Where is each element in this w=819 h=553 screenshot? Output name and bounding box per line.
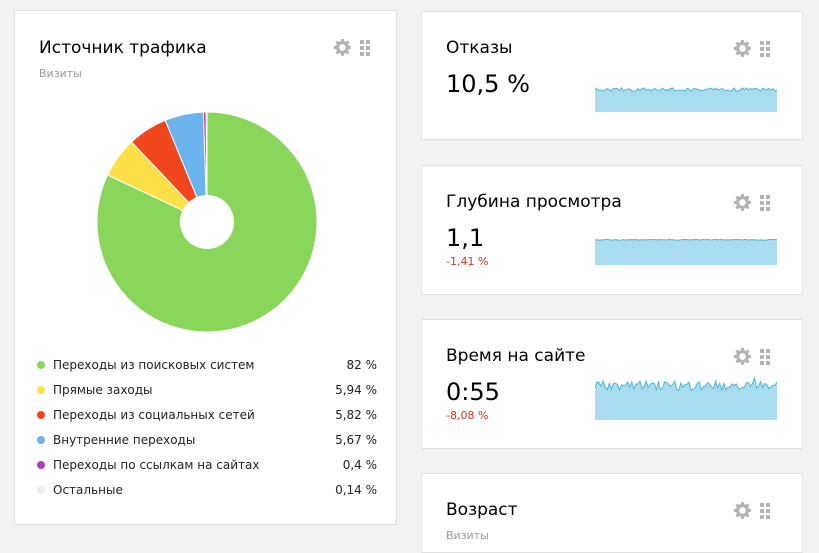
widget-title: Источник трафика (39, 38, 207, 58)
gear-icon[interactable] (733, 501, 752, 520)
legend-label: Прямые заходы (53, 382, 153, 397)
widget-tools (733, 193, 770, 212)
widget-subtitle: Визиты (446, 529, 489, 542)
sparkline-line (595, 86, 777, 92)
legend-value: 5,82 % (335, 407, 377, 422)
legend-value: 0,14 % (335, 482, 377, 497)
legend-label: Внутренние переходы (53, 432, 196, 447)
gear-icon[interactable] (733, 39, 752, 58)
widget-tools (733, 501, 770, 520)
metric-value: 1,1 (446, 224, 485, 252)
legend-label: Остальные (53, 482, 123, 497)
sparkline-area (595, 377, 777, 420)
widget-tools (733, 39, 770, 58)
bounce-rate-widget: Отказы 10,5 % (421, 11, 803, 140)
widget-tools (733, 347, 770, 366)
legend-dot (37, 385, 45, 394)
metric-value: 10,5 % (446, 70, 530, 98)
drag-handle-icon[interactable] (360, 39, 370, 56)
legend-label: Переходы из поисковых систем (53, 357, 255, 372)
legend-item[interactable]: Внутренние переходы 5,67 % (37, 427, 377, 452)
metric-delta: -8,08 % (446, 409, 489, 422)
legend-item[interactable]: Переходы из поисковых систем 82 % (37, 352, 377, 377)
sparkline-line (595, 377, 777, 392)
widget-subtitle: Визиты (39, 67, 82, 80)
legend-item[interactable]: Прямые заходы 5,94 % (37, 377, 377, 402)
legend-value: 0,4 % (342, 457, 377, 472)
widget-tools (333, 38, 370, 57)
widget-title: Время на сайте (446, 346, 586, 366)
sparkline (595, 377, 777, 420)
drag-handle-icon[interactable] (760, 348, 770, 365)
gear-icon[interactable] (333, 38, 352, 57)
drag-handle-icon[interactable] (760, 40, 770, 57)
legend-value: 5,67 % (335, 432, 377, 447)
legend-item[interactable]: Переходы по ссылкам на сайтах 0,4 % (37, 452, 377, 477)
sparkline (595, 238, 777, 265)
legend-dot (37, 410, 45, 419)
legend-dot (37, 460, 45, 469)
traffic-legend: Переходы из поисковых систем 82 % Прямые… (37, 352, 377, 502)
sparkline-area (595, 239, 777, 265)
widget-title: Отказы (446, 38, 513, 58)
legend-value: 5,94 % (335, 382, 377, 397)
sparkline-line (595, 238, 777, 241)
legend-item[interactable]: Остальные 0,14 % (37, 477, 377, 502)
sparkline-area (595, 87, 777, 112)
metric-delta: -1,41 % (446, 255, 489, 268)
legend-value: 82 % (346, 357, 378, 372)
legend-label: Переходы по ссылкам на сайтах (53, 457, 260, 472)
metric-value: 0:55 (446, 378, 500, 406)
page-depth-widget: Глубина просмотра 1,1 -1,41 % (421, 165, 803, 295)
legend-label: Переходы из социальных сетей (53, 407, 255, 422)
time-on-site-widget: Время на сайте 0:55 -8,08 % (421, 319, 803, 449)
traffic-source-widget: Источник трафика Визиты Переходы из поис… (14, 10, 397, 525)
sparkline (595, 86, 777, 112)
traffic-donut-chart (96, 111, 318, 333)
age-widget: Возраст Визиты (421, 473, 803, 553)
gear-icon[interactable] (733, 347, 752, 366)
widget-title: Глубина просмотра (446, 192, 622, 212)
widget-title: Возраст (446, 500, 518, 520)
gear-icon[interactable] (733, 193, 752, 212)
legend-dot (37, 435, 45, 444)
legend-dot (37, 360, 45, 369)
legend-dot (37, 485, 45, 494)
legend-item[interactable]: Переходы из социальных сетей 5,82 % (37, 402, 377, 427)
drag-handle-icon[interactable] (760, 194, 770, 211)
drag-handle-icon[interactable] (760, 502, 770, 519)
